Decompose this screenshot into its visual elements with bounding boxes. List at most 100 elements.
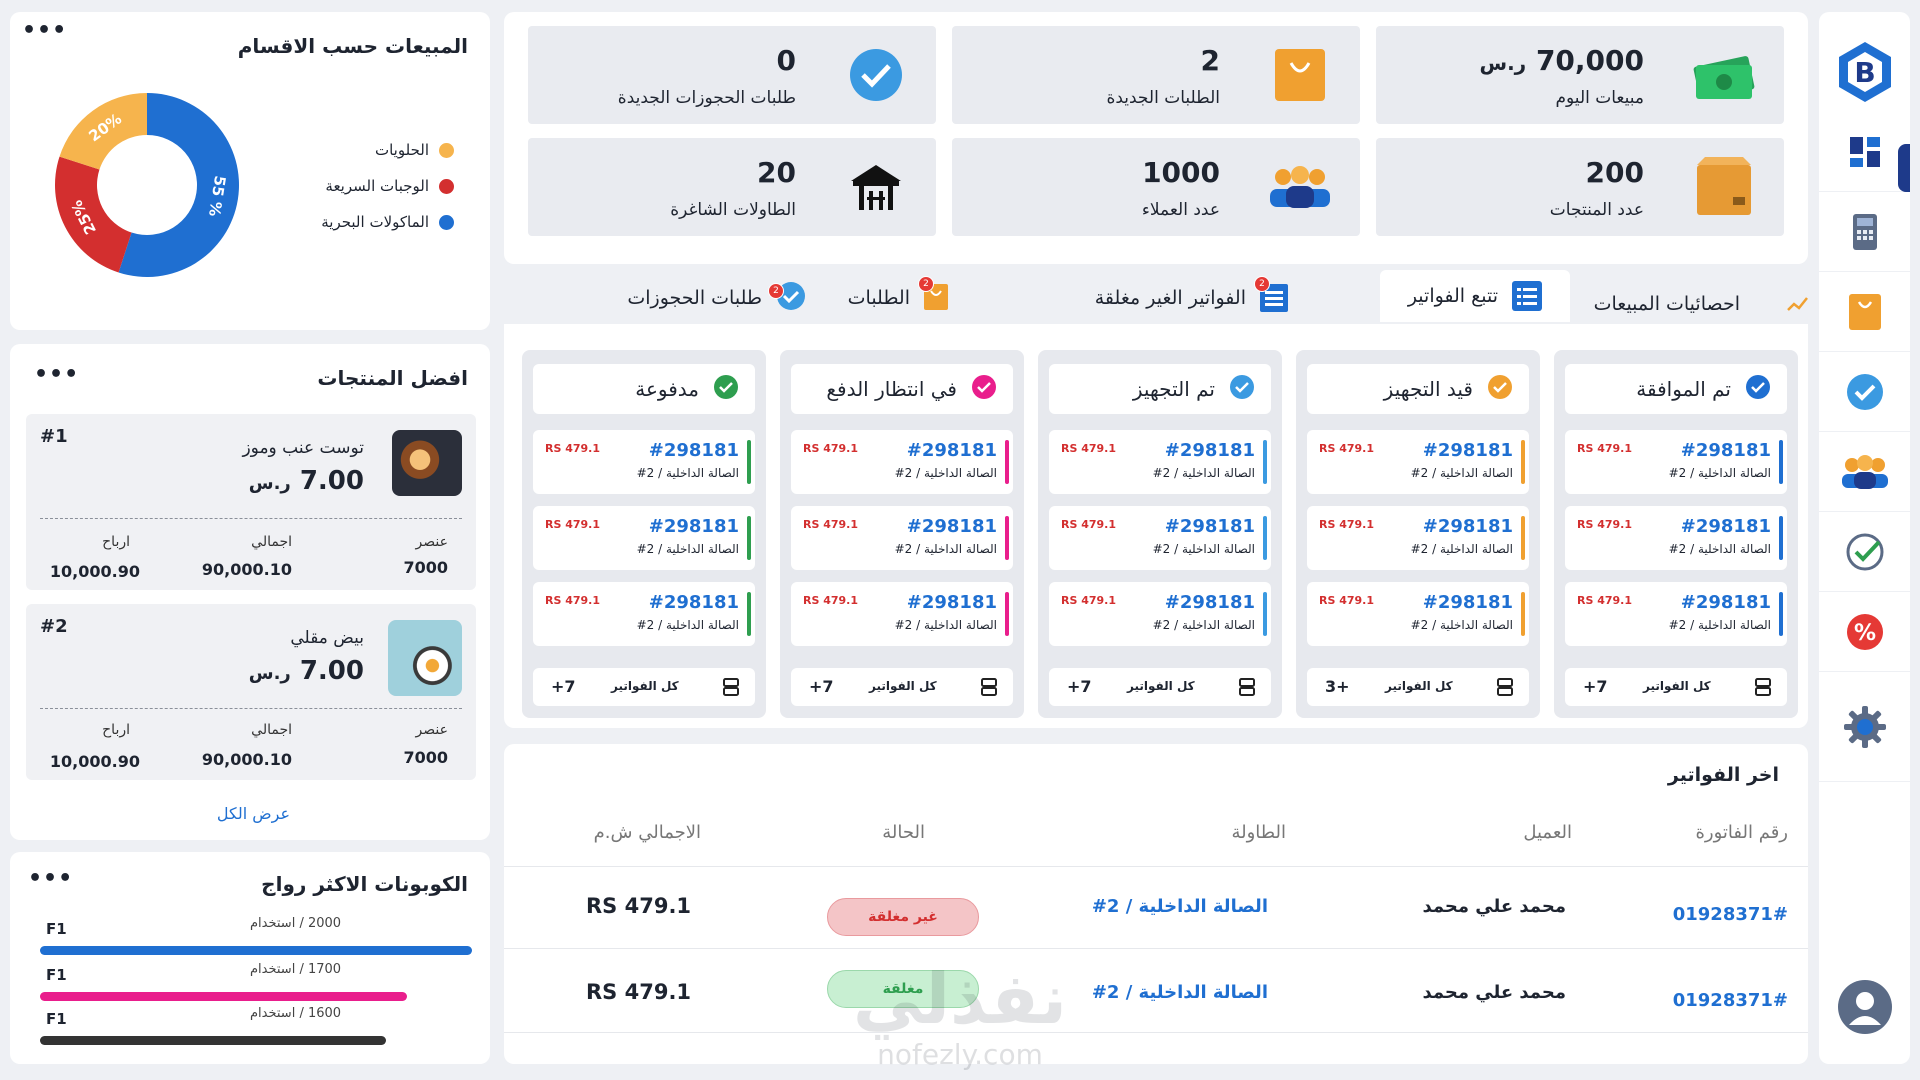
latest-invoices-panel [504,744,1808,1064]
settings-gear-icon[interactable] [1819,672,1910,782]
top-products-title: افضل المنتجات [317,366,468,390]
more-count: +7 [1067,677,1092,696]
invoice-card[interactable]: #298181 الصالة الداخلية / 2# RS 479.1 [1307,582,1529,646]
discount-percent-icon[interactable]: % [1819,592,1910,672]
coupon-usage-bar [40,946,472,955]
invoice-amount: RS 479.1 [545,442,601,455]
tab-sales-stats[interactable]: احصائيات المبيعات [1594,278,1808,330]
tab-badge: 2 [918,275,934,292]
invoice-location: الصالة الداخلية / 2# [1152,466,1255,480]
sales-by-section-title: المبيعات حسب الاقسام [237,34,468,58]
stat-value-item: 7000 [403,748,448,767]
all-invoices-button[interactable]: +7 كل الفواتير [1049,668,1271,706]
customers-icon[interactable] [1819,432,1910,512]
stat-value-total: 90,000.10 [201,560,292,579]
more-options-icon[interactable]: ••• [28,866,74,891]
table-location: الصالة الداخلية / 2# [1091,982,1268,1003]
invoice-location: الصالة الداخلية / 2# [1152,542,1255,556]
orders-bag-icon[interactable] [1819,272,1910,352]
all-invoices-button[interactable]: 3+ كل الفواتير [1307,668,1529,706]
invoice-card[interactable]: #298181 الصالة الداخلية / 2# RS 479.1 [1049,430,1271,494]
all-invoices-button[interactable]: +7 كل الفواتير [791,668,1013,706]
user-avatar-icon[interactable] [1819,967,1910,1047]
invoice-amount: RS 479.1 [803,594,859,607]
all-invoices-label: كل الفواتير [611,679,679,693]
stat-value: 70,000 ر.س [1479,44,1644,77]
tab-unclosed-invoices[interactable]: 2 الفواتير الغير مغلقة [1095,272,1288,324]
approved-check-icon[interactable] [1819,512,1910,592]
invoice-number: #298181 [648,440,739,461]
logo-icon[interactable]: B [1819,32,1910,112]
product-image [388,620,462,696]
customers-group-icon [1268,158,1332,216]
list-icon [1512,281,1542,311]
invoice-number-link[interactable]: 01928371# [1672,990,1788,1011]
reservations-check-icon[interactable] [1819,352,1910,432]
stat-label: الطاولات الشاغرة [670,200,796,220]
invoice-amount: RS 479.1 [545,518,601,531]
status-bar [1263,592,1267,636]
invoice-card[interactable]: #298181 الصالة الداخلية / 2# RS 479.1 [533,430,755,494]
invoice-amount: RS 479.1 [545,594,601,607]
invoice-card[interactable]: #298181 الصالة الداخلية / 2# RS 479.1 [1049,506,1271,570]
invoice-location: الصالة الداخلية / 2# [636,618,739,632]
invoice-location: الصالة الداخلية / 2# [1410,618,1513,632]
more-options-icon[interactable]: ••• [34,362,80,387]
product-name: بيض مقلي [290,628,364,648]
tab-orders[interactable]: 2 الطلبات [848,272,948,324]
all-invoices-label: كل الفواتير [1127,679,1195,693]
dashboard-icon[interactable] [1819,112,1910,192]
invoice-card[interactable]: #298181 الصالة الداخلية / 2# RS 479.1 [533,506,755,570]
invoice-number: #298181 [1164,440,1255,461]
coupon-code: F1 [46,1010,67,1028]
divider [40,708,462,709]
kanban-column: تم الموافقة #298181 الصالة الداخلية / 2# RS… [1554,350,1798,718]
bag-icon: 2 [918,275,948,315]
tab-invoice-tracking[interactable]: تتبع الفواتير [1379,270,1570,322]
invoice-card[interactable]: #298181 الصالة الداخلية / 2# RS 479.1 [533,582,755,646]
table-divider [504,1032,1808,1033]
invoice-amount: RS 479.1 [803,442,859,455]
invoice-card[interactable]: #298181 الصالة الداخلية / 2# RS 479.1 [1307,430,1529,494]
tab-reservation-requests[interactable]: 2 طلبات الحجوزات [627,272,806,324]
product-price: 7.00 ر.س [248,656,364,686]
invoice-card[interactable]: #298181 الصالة الداخلية / 2# RS 479.1 [1049,582,1271,646]
divider [40,518,462,519]
svg-text:B: B [1854,56,1875,89]
product-card[interactable]: #2 بيض مقلي 7.00 ر.س عنصر اجمالي ارباح 7… [26,604,476,780]
stat-free-tables: 20 الطاولات الشاغرة [528,138,936,236]
invoice-card[interactable]: #298181 الصالة الداخلية / 2# RS 479.1 [791,506,1013,570]
stat-value: 20 [757,156,796,189]
tabs-bar: احصائيات المبيعات تتبع الفواتير 2 الفوات… [504,270,1808,324]
stat-products-count: 200 عدد المنتجات [1376,138,1784,236]
table-divider [504,948,1808,949]
invoice-number-link[interactable]: 01928371# [1672,904,1788,925]
status-bar [1263,516,1267,560]
all-invoices-button[interactable]: +7 كل الفواتير [533,668,755,706]
invoice-card[interactable]: #298181 الصالة الداخلية / 2# RS 479.1 [1307,506,1529,570]
chart-legend: الحلويات الوجبات السريعة الماكولات البحر… [234,132,454,240]
kanban-column-header: في انتظار الدفع [791,364,1013,414]
invoice-card[interactable]: #298181 الصالة الداخلية / 2# RS 479.1 [1565,430,1787,494]
more-options-icon[interactable]: ••• [22,18,68,43]
sidebar-rail: B % [1819,12,1910,1064]
view-all-link[interactable]: عرض الكل [216,804,290,823]
all-invoices-button[interactable]: +7 كل الفواتير [1565,668,1787,706]
invoice-location: الصالة الداخلية / 2# [894,542,997,556]
invoice-number: #298181 [1164,592,1255,613]
donut-slice [55,156,132,273]
coupon-usage-bar [40,1036,386,1045]
status-bar [1779,440,1783,484]
status-bar [1263,440,1267,484]
pos-terminal-icon[interactable] [1819,192,1910,272]
product-card[interactable]: #1 توست عنب وموز 7.00 ر.س عنصر اجمالي ار… [26,414,476,590]
donut-slice [59,93,147,170]
reservation-icon: 2 [768,281,806,316]
invoice-card[interactable]: #298181 الصالة الداخلية / 2# RS 479.1 [1565,506,1787,570]
legend-label: الوجبات السريعة [325,177,429,195]
customer-name: محمد علي محمد [1422,896,1566,917]
invoice-card[interactable]: #298181 الصالة الداخلية / 2# RS 479.1 [791,430,1013,494]
invoice-card[interactable]: #298181 الصالة الداخلية / 2# RS 479.1 [1565,582,1787,646]
invoice-card[interactable]: #298181 الصالة الداخلية / 2# RS 479.1 [791,582,1013,646]
invoice-location: الصالة الداخلية / 2# [1668,542,1771,556]
